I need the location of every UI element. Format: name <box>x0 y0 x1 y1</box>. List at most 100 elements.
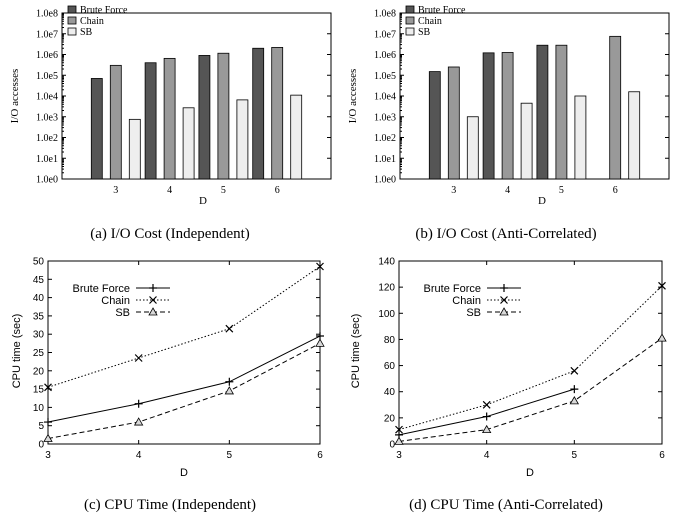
x-axis-label: D <box>199 195 207 207</box>
y-tick-label: 0 <box>389 440 395 451</box>
point <box>224 386 235 395</box>
x-tick-label: 5 <box>572 450 578 461</box>
bar-sb <box>182 107 195 180</box>
point <box>500 284 508 292</box>
y-tick-label: 1.0e4 <box>374 92 396 103</box>
x-axis-label: D <box>180 467 188 479</box>
x-tick-label: 6 <box>275 185 280 196</box>
series-line-brute-force <box>47 335 321 423</box>
x-tick-label: 5 <box>221 185 226 196</box>
point <box>149 284 157 292</box>
y-tick-label: 100 <box>378 309 395 320</box>
legend-swatch <box>67 27 77 36</box>
y-tick-label: 0 <box>38 440 44 451</box>
y-tick-label: 10 <box>33 403 45 414</box>
point <box>658 281 666 290</box>
bar-sb <box>236 99 249 180</box>
y-tick-label: 1.0e1 <box>36 154 58 165</box>
y-tick-label: 50 <box>33 257 45 268</box>
point <box>148 307 158 316</box>
y-ticks: 1.0e0 1.0e1 1.0e2 1.0e3 1.0e4 1.0e5 1.0e6 1.0e7… <box>374 9 669 186</box>
legend-swatch <box>67 16 77 25</box>
series-line-chain <box>47 266 321 388</box>
bar-chain <box>555 44 568 180</box>
y-tick-label: 1.0e3 <box>36 112 58 123</box>
bar-brute-force <box>198 55 211 180</box>
y-tick-label: 20 <box>33 366 45 377</box>
y-axis-label: CPU time (sec) <box>350 314 362 389</box>
y-ticks: 0 5 10 15 20 25 30 35 40 45 50 <box>33 257 320 451</box>
point <box>481 424 492 434</box>
y-tick-label: 120 <box>378 283 395 294</box>
point <box>134 399 143 408</box>
point <box>316 262 324 271</box>
legend-label: Chain <box>452 295 481 307</box>
y-tick-label: 1.0e2 <box>374 133 396 144</box>
bar-chain <box>501 52 514 180</box>
point <box>225 377 234 386</box>
bars <box>90 46 303 180</box>
x-tick-label: 4 <box>484 450 490 461</box>
legend-label: SB <box>115 307 130 319</box>
legend-label: Chain <box>80 16 104 27</box>
point <box>482 412 491 421</box>
y-tick-label: 1.0e8 <box>374 9 396 20</box>
point <box>657 333 667 342</box>
bar-sb <box>128 118 141 180</box>
bar-brute-force <box>428 71 441 180</box>
y-tick-label: 1.0e0 <box>374 175 396 186</box>
bar-sb <box>290 94 303 180</box>
y-tick-label: 40 <box>33 293 45 304</box>
x-axis-label: D <box>526 467 534 479</box>
legend-label: Brute Force <box>424 283 481 295</box>
y-tick-label: 140 <box>378 257 395 268</box>
panel-d: 0 20 40 60 80 100 120 140 3 4 5 6 Brute ForceChain… <box>350 257 667 513</box>
y-tick-label: 1.0e5 <box>36 71 58 82</box>
point <box>44 418 52 427</box>
bar-brute-force <box>482 52 495 180</box>
bar-brute-force <box>252 47 265 180</box>
series-line-chain <box>398 285 663 431</box>
point <box>394 436 404 445</box>
legend-swatch <box>405 16 415 25</box>
x-tick-label: 4 <box>167 185 172 196</box>
y-tick-label: 60 <box>384 361 396 372</box>
legend-swatch <box>405 27 415 36</box>
y-tick-label: 40 <box>384 387 396 398</box>
y-tick-label: 1.0e7 <box>374 29 396 40</box>
panel-b: 1.0e0 1.0e1 1.0e2 1.0e3 1.0e4 1.0e5 1.0e6 1.0e7… <box>347 5 670 242</box>
y-tick-label: 1.0e7 <box>36 29 58 40</box>
bar-chain <box>271 46 284 180</box>
x-axis-label: D <box>538 195 546 207</box>
y-ticks: 1.0e0 1.0e1 1.0e2 1.0e3 1.0e4 1.0e5 1.0e6 1.0e7… <box>36 9 331 186</box>
bar-brute-force <box>536 44 549 180</box>
y-tick-label: 5 <box>38 421 44 432</box>
series-lines <box>394 281 667 445</box>
point <box>395 425 403 434</box>
caption: (d) CPU Time (Anti-Correlated) <box>409 497 603 513</box>
point <box>133 417 144 426</box>
series-lines <box>43 262 325 442</box>
y-axis-label: I/O accesses <box>347 69 359 124</box>
x-tick-label: 5 <box>559 185 564 196</box>
caption: (b) I/O Cost (Anti-Correlated) <box>415 226 596 242</box>
y-tick-label: 35 <box>33 311 45 322</box>
y-axis-label: CPU time (sec) <box>11 314 23 389</box>
series-line-sb <box>47 342 321 440</box>
y-tick-label: 15 <box>33 385 45 396</box>
x-tick-label: 5 <box>227 450 233 461</box>
legend-label: SB <box>466 307 481 319</box>
y-tick-label: 1.0e4 <box>36 92 58 103</box>
x-ticks: 3 4 5 6 <box>396 261 665 461</box>
bar-chain <box>447 66 460 180</box>
point <box>149 296 157 304</box>
y-tick-label: 1.0e6 <box>36 50 58 61</box>
legend-swatch <box>67 5 77 14</box>
point <box>482 400 491 409</box>
y-tick-label: 1.0e2 <box>36 133 58 144</box>
caption: (a) I/O Cost (Independent) <box>90 226 250 242</box>
